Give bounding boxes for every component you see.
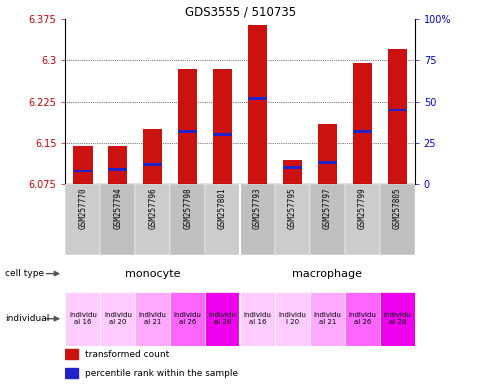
Text: GSM257798: GSM257798 [183,188,192,230]
Text: transformed count: transformed count [85,350,168,359]
Bar [178,69,197,184]
Bar [274,292,309,346]
Bar [379,292,414,346]
Bar [387,50,406,184]
Text: GSM257796: GSM257796 [148,188,157,230]
Text: individu
al 16: individu al 16 [69,312,97,325]
Title: GDS3555 / 510735: GDS3555 / 510735 [184,5,295,18]
Bar [108,146,127,184]
Text: GSM257799: GSM257799 [357,188,366,230]
Bar [352,130,371,133]
Text: individu
al 16: individu al 16 [243,312,271,325]
Text: individu
al 20: individu al 20 [104,312,132,325]
Bar [212,69,232,184]
Bar [65,292,100,346]
Bar [65,184,100,255]
Bar [100,292,135,346]
Bar [170,184,205,255]
Text: individu
l 20: individu l 20 [278,312,306,325]
Bar [73,146,92,184]
Bar [247,25,267,184]
Bar [212,133,232,136]
Text: GSM257797: GSM257797 [322,188,331,230]
Bar [282,160,302,184]
Bar [65,349,77,359]
Bar [317,162,336,164]
Bar [108,168,127,171]
Bar [344,184,379,255]
Bar [247,97,267,100]
Bar [387,109,406,111]
Text: monocyte: monocyte [125,268,180,279]
Text: individu
al 26: individu al 26 [173,312,201,325]
Bar [240,184,274,255]
Text: GSM257793: GSM257793 [253,188,261,230]
Bar [379,184,414,255]
Bar [65,368,77,379]
Bar [143,163,162,166]
Bar [100,184,135,255]
Text: individual: individual [5,314,49,323]
Text: GSM257795: GSM257795 [287,188,296,230]
Bar [170,292,205,346]
Text: GSM257805: GSM257805 [392,188,401,230]
Text: GSM257770: GSM257770 [78,188,87,230]
Text: percentile rank within the sample: percentile rank within the sample [85,369,237,378]
Bar [274,184,309,255]
Bar [143,129,162,184]
Bar [135,184,170,255]
Bar [135,292,170,346]
Bar [205,184,240,255]
Bar [352,63,371,184]
Bar [309,292,344,346]
Text: GSM257801: GSM257801 [218,188,227,230]
Bar [205,292,240,346]
Text: individu
al 28: individu al 28 [208,312,236,325]
Bar [178,130,197,133]
Text: cell type: cell type [5,269,44,278]
Bar [282,166,302,169]
Bar [344,292,379,346]
Text: individu
al 26: individu al 26 [348,312,376,325]
Bar [73,170,92,172]
Text: macrophage: macrophage [292,268,362,279]
Text: individu
al 28: individu al 28 [382,312,410,325]
Bar [240,292,274,346]
Bar [317,124,336,184]
Bar [309,184,344,255]
Text: GSM257794: GSM257794 [113,188,122,230]
Text: individu
al 21: individu al 21 [313,312,341,325]
Text: individu
al 21: individu al 21 [138,312,166,325]
